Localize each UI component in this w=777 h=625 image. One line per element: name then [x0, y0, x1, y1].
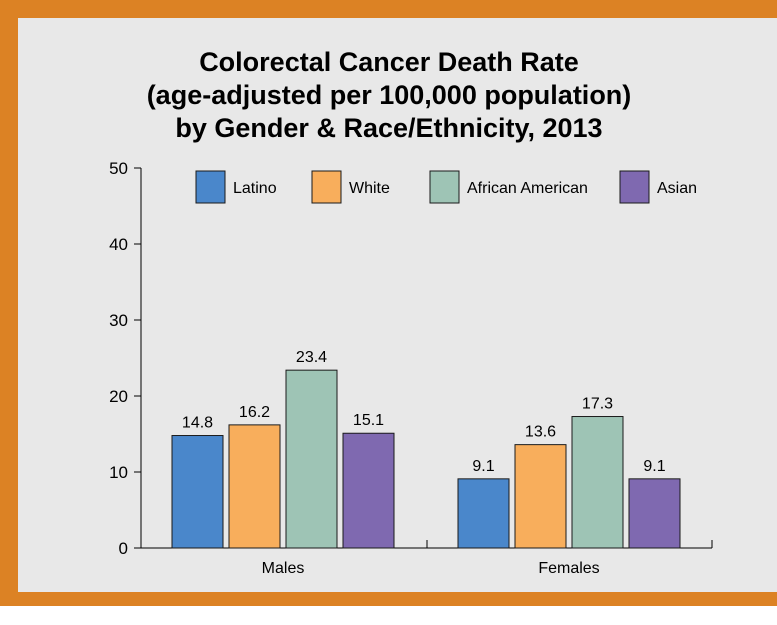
- data-label: 23.4: [296, 349, 327, 366]
- legend-label: African American: [467, 180, 588, 197]
- data-label: 9.1: [472, 458, 494, 475]
- bar-white-males: [228, 424, 281, 549]
- bar-white-females: [514, 444, 567, 549]
- chart-title-line-1: Colorectal Cancer Death Rate: [199, 47, 579, 77]
- bar-asian-males: [342, 432, 395, 549]
- chart-title-line-3: by Gender & Race/Ethnicity, 2013: [175, 113, 602, 143]
- bar-asian-females: [628, 478, 681, 549]
- data-label: 9.1: [643, 458, 665, 475]
- y-tick-label: 30: [109, 311, 128, 330]
- data-label: 16.2: [239, 404, 270, 421]
- bar-latino-males: [171, 435, 224, 549]
- x-category-label: Females: [538, 560, 599, 577]
- plot-area: 0 10 20 30 40 50 14.8 16.2 23.4 15.1 Males 9.1 13.6 1…: [109, 159, 713, 577]
- y-tick-label: 0: [119, 539, 128, 558]
- data-label: 15.1: [353, 412, 384, 429]
- data-label: 14.8: [182, 415, 213, 432]
- legend-swatch-white: [311, 170, 342, 204]
- legend: Latino White African American Asian: [195, 170, 697, 204]
- legend-label: Asian: [657, 180, 697, 197]
- y-tick-label: 40: [109, 235, 128, 254]
- legend-label: White: [349, 180, 390, 197]
- bar-latino-females: [457, 478, 510, 549]
- chart-title: Colorectal Cancer Death Rate (age-adjust…: [147, 47, 632, 143]
- y-tick-label: 20: [109, 387, 128, 406]
- legend-swatch-asian: [619, 170, 650, 204]
- y-tick-label: 50: [109, 159, 128, 178]
- x-category-label: Males: [262, 560, 305, 577]
- data-label: 13.6: [525, 424, 556, 441]
- data-label: 17.3: [582, 396, 613, 413]
- legend-swatch-african-american: [429, 170, 460, 204]
- legend-label: Latino: [233, 180, 277, 197]
- chart-title-line-2: (age-adjusted per 100,000 population): [147, 80, 632, 110]
- legend-swatch-latino: [195, 170, 226, 204]
- bar-african-american-males: [285, 369, 338, 549]
- y-tick-label: 10: [109, 463, 128, 482]
- bar-african-american-females: [571, 416, 624, 549]
